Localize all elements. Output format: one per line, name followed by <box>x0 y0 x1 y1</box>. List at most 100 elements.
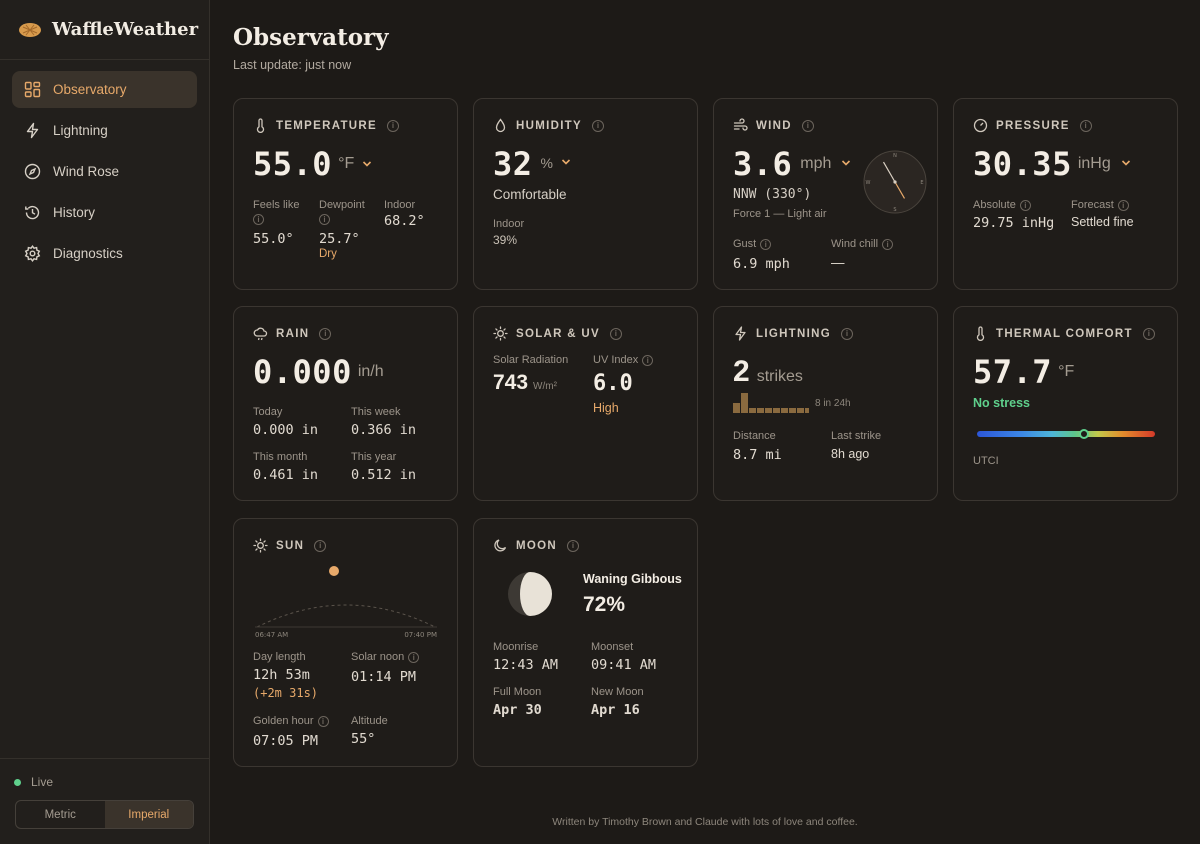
uv-index-note: High <box>593 401 619 415</box>
nav-item-observatory[interactable]: Observatory <box>12 71 197 108</box>
gust-value: 6.9 mph <box>733 256 790 272</box>
indoor-value: 39% <box>493 233 518 247</box>
chevron-down-icon[interactable] <box>1121 158 1131 168</box>
new-moon-value: Apr 16 <box>591 702 640 718</box>
solar-radiation-value: 743 <box>493 371 529 394</box>
card-header: SUN i <box>253 538 327 553</box>
dewpoint-note: Dry <box>319 248 337 260</box>
info-icon[interactable]: i <box>317 715 329 727</box>
card-title: SUN <box>276 539 305 552</box>
histogram-bar <box>749 408 756 413</box>
card-header: HUMIDITY i <box>493 118 604 133</box>
info-icon[interactable]: i <box>882 238 894 250</box>
card-title: MOON <box>516 539 557 552</box>
sun-icon <box>253 538 268 553</box>
info-icon[interactable]: i <box>760 238 772 250</box>
info-icon[interactable]: i <box>609 327 622 340</box>
info-icon[interactable]: i <box>591 119 604 132</box>
humidity-reading: 32 % <box>493 145 571 183</box>
nav-label: Lightning <box>53 123 108 138</box>
gauge-icon <box>973 118 988 133</box>
histogram-bar <box>773 408 780 413</box>
solar-radiation-reading: 743 W/m² <box>493 371 557 395</box>
histogram-bar <box>781 408 788 413</box>
sidebar-footer: Live Metric Imperial <box>0 758 209 844</box>
card-header: SOLAR & UV i <box>493 326 622 341</box>
uv-index-value: 6.0 <box>593 371 633 396</box>
footer-credit: Written by Timothy Brown and Claude with… <box>552 816 858 828</box>
last-strike-label: Last strike <box>831 430 882 442</box>
info-icon[interactable]: i <box>1117 199 1129 211</box>
forecast-value: Settled fine <box>1071 215 1134 229</box>
rain-rate-unit: in/h <box>357 363 384 380</box>
dewpoint-value: 25.7° <box>319 231 360 247</box>
metric-button[interactable]: Metric <box>44 808 76 821</box>
chevron-down-icon[interactable] <box>561 157 571 167</box>
histogram-bar <box>733 403 740 413</box>
card-title: LIGHTNING <box>756 327 831 340</box>
info-icon[interactable]: i <box>386 119 399 132</box>
brand[interactable]: WaffleWeather <box>0 0 209 60</box>
imperial-button[interactable]: Imperial <box>104 801 193 828</box>
nav-item-diagnostics[interactable]: Diagnostics <box>12 235 197 272</box>
droplet-icon <box>493 118 508 133</box>
info-icon[interactable]: i <box>253 214 264 225</box>
info-icon[interactable]: i <box>642 354 654 366</box>
unit-toggle: Metric Imperial <box>15 800 194 829</box>
card-header: MOON i <box>493 538 579 553</box>
golden-hour-value: 07:05 PM <box>253 733 319 749</box>
compass-s: S <box>893 207 896 213</box>
info-icon[interactable]: i <box>801 119 814 132</box>
distance-value: 8.7 mi <box>733 447 782 463</box>
rain-reading: 0.000 in/h <box>253 353 384 391</box>
chevron-down-icon[interactable] <box>362 159 372 169</box>
info-icon[interactable]: i <box>319 214 330 225</box>
bolt-icon <box>24 122 41 139</box>
card-header: LIGHTNING i <box>733 326 853 341</box>
thermometer-icon <box>253 118 268 133</box>
nav-label: Diagnostics <box>53 246 123 261</box>
histogram-bar <box>805 408 809 413</box>
sidebar: WaffleWeather Observatory Lightning Wind… <box>0 0 210 844</box>
nav-item-wind-rose[interactable]: Wind Rose <box>12 153 197 190</box>
week-label: This week <box>351 406 401 418</box>
solar-uv-card: SOLAR & UV i Solar Radiation 743 W/m² UV… <box>473 306 698 501</box>
altitude-label: Altitude <box>351 715 388 727</box>
compass-w: W <box>866 180 871 186</box>
golden-hour-label: Golden hour <box>253 715 314 727</box>
altitude-value: 55° <box>351 731 376 747</box>
card-title: RAIN <box>276 327 310 340</box>
info-icon[interactable]: i <box>1142 327 1155 340</box>
info-icon[interactable]: i <box>408 651 420 663</box>
wind-chill-label-row: Wind chill i <box>831 238 894 250</box>
info-icon[interactable]: i <box>314 539 327 552</box>
pressure-reading: 30.35 inHg <box>973 145 1131 183</box>
strike-unit: strikes <box>756 368 803 385</box>
absolute-label-row: Absolute i <box>973 199 1031 211</box>
history-icon <box>24 204 41 221</box>
app-name: WaffleWeather <box>52 19 199 40</box>
card-title: WIND <box>756 119 792 132</box>
feels-like-label: Feels like <box>253 199 300 211</box>
info-icon[interactable]: i <box>1079 119 1092 132</box>
pressure-value: 30.35 <box>973 145 1072 183</box>
info-icon[interactable]: i <box>1019 199 1031 211</box>
wind-value: 3.6 <box>733 145 793 183</box>
info-icon[interactable]: i <box>840 327 853 340</box>
info-icon[interactable]: i <box>319 327 332 340</box>
strike-count: 2 <box>733 355 750 388</box>
chevron-down-icon[interactable] <box>841 158 851 168</box>
rain-card: RAIN i 0.000 in/h Today 0.000 in This we… <box>233 306 458 501</box>
cloud-rain-icon <box>253 326 268 341</box>
uv-index-label: UV Index <box>593 354 639 366</box>
temperature-value: 55.0 <box>253 145 333 183</box>
card-header: WIND i <box>733 118 814 133</box>
nav-item-lightning[interactable]: Lightning <box>12 112 197 149</box>
info-icon[interactable]: i <box>566 539 579 552</box>
day-length-label: Day length <box>253 651 306 663</box>
compass-n: N <box>893 153 897 159</box>
live-label: Live <box>31 775 54 789</box>
nav-item-history[interactable]: History <box>12 194 197 231</box>
year-value: 0.512 in <box>351 467 417 483</box>
wind-card: WIND i 3.6 mph NNW (330°) Force 1 — Ligh… <box>713 98 938 290</box>
